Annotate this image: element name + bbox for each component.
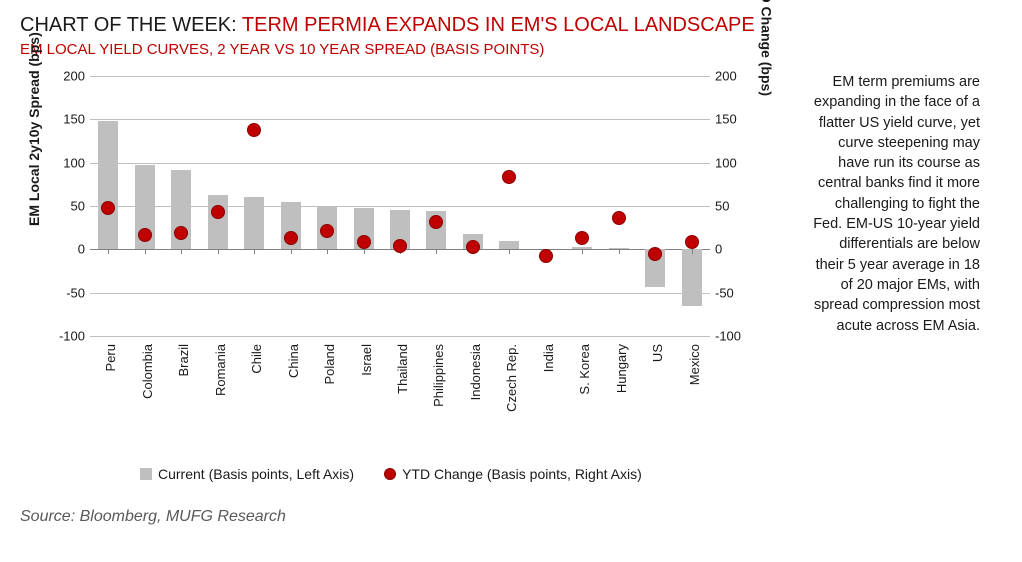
x-tickmark	[218, 249, 219, 254]
ytick-left: 0	[45, 242, 85, 257]
legend-bar-label: Current (Basis points, Left Axis)	[158, 466, 354, 482]
gridline	[90, 119, 710, 120]
ytick-left: -100	[45, 329, 85, 344]
ytick-left: 100	[45, 155, 85, 170]
scatter-dot	[466, 240, 480, 254]
sidebar-commentary: EM term premiums are expanding in the fa…	[780, 66, 980, 506]
scatter-dot	[320, 224, 334, 238]
legend-box-icon	[140, 468, 152, 480]
scatter-dot	[357, 235, 371, 249]
source-line: Source: Bloomberg, MUFG Research	[20, 508, 1002, 526]
bar	[208, 195, 228, 250]
title-prefix: CHART OF THE WEEK:	[20, 14, 242, 36]
x-axis-label: Israel	[359, 344, 374, 376]
legend-item-ytd: YTD Change (Basis points, Right Axis)	[384, 466, 642, 482]
scatter-dot	[502, 170, 516, 184]
x-axis-label: Indonesia	[468, 344, 483, 400]
x-axis-label: Chile	[249, 344, 264, 374]
scatter-dot	[393, 239, 407, 253]
scatter-dot	[174, 226, 188, 240]
x-axis-label: US	[650, 344, 665, 362]
ytick-right: 100	[715, 155, 755, 170]
bar	[98, 121, 118, 249]
title-main: TERM PERMIA EXPANDS IN EM'S LOCAL LANDSC…	[242, 14, 755, 36]
legend-dot-icon	[384, 468, 396, 480]
y-axis-right-label: YTD Change (bps)	[758, 0, 774, 96]
x-axis-label: S. Korea	[577, 344, 592, 395]
ytick-right: 0	[715, 242, 755, 257]
x-tickmark	[145, 249, 146, 254]
x-axis-label: Brazil	[176, 344, 191, 377]
x-axis-label: Poland	[322, 344, 337, 384]
chart-subtitle: EM LOCAL YIELD CURVES, 2 YEAR VS 10 YEAR…	[20, 41, 1002, 58]
ytick-right: 150	[715, 112, 755, 127]
chart-title: CHART OF THE WEEK: TERM PERMIA EXPANDS I…	[20, 14, 1002, 37]
ytick-left: -50	[45, 285, 85, 300]
main-row: EM Local 2y10y Spread (bps) YTD Change (…	[20, 66, 1002, 506]
x-axis-label: Hungary	[614, 344, 629, 393]
x-axis-label: Peru	[103, 344, 118, 371]
x-axis-label: India	[541, 344, 556, 372]
gridline	[90, 293, 710, 294]
x-tickmark	[436, 249, 437, 254]
bar	[244, 197, 264, 249]
x-tickmark	[364, 249, 365, 254]
y-axis-left-label: EM Local 2y10y Spread (bps)	[26, 32, 42, 226]
x-tickmark	[181, 249, 182, 254]
x-tickmark	[692, 249, 693, 254]
x-axis-label: Czech Rep.	[504, 344, 519, 412]
ytick-left: 50	[45, 199, 85, 214]
scatter-dot	[612, 211, 626, 225]
scatter-dot	[138, 228, 152, 242]
ytick-right: 50	[715, 199, 755, 214]
chart-legend: Current (Basis points, Left Axis) YTD Ch…	[140, 466, 642, 482]
ytick-left: 200	[45, 69, 85, 84]
x-tickmark	[327, 249, 328, 254]
x-tickmark	[291, 249, 292, 254]
ytick-left: 150	[45, 112, 85, 127]
ytick-right: -50	[715, 285, 755, 300]
scatter-dot	[575, 231, 589, 245]
x-tickmark	[619, 249, 620, 254]
x-tickmark	[582, 249, 583, 254]
chart-area: EM Local 2y10y Spread (bps) YTD Change (…	[20, 66, 780, 506]
ytick-right: -100	[715, 329, 755, 344]
x-axis-label: Romania	[213, 344, 228, 396]
x-axis-label: Mexico	[687, 344, 702, 385]
gridline	[90, 76, 710, 77]
legend-item-current: Current (Basis points, Left Axis)	[140, 466, 354, 482]
bar	[682, 249, 702, 305]
scatter-dot	[429, 215, 443, 229]
x-axis-label: Thailand	[395, 344, 410, 394]
x-tickmark	[108, 249, 109, 254]
x-tickmark	[509, 249, 510, 254]
gridline	[90, 163, 710, 164]
x-tickmark	[254, 249, 255, 254]
scatter-dot	[247, 123, 261, 137]
legend-dot-label: YTD Change (Basis points, Right Axis)	[402, 466, 642, 482]
x-axis-label: Colombia	[140, 344, 155, 399]
scatter-dot	[539, 249, 553, 263]
scatter-dot	[211, 205, 225, 219]
x-axis-label: Philippines	[431, 344, 446, 407]
scatter-dot	[101, 201, 115, 215]
gridline	[90, 336, 710, 337]
bar	[499, 241, 519, 250]
x-axis-label: China	[286, 344, 301, 378]
scatter-dot	[284, 231, 298, 245]
scatter-dot	[648, 247, 662, 261]
ytick-right: 200	[715, 69, 755, 84]
chart-plot: -100-100-50-50005050100100150150200200Pe…	[90, 76, 710, 336]
scatter-dot	[685, 235, 699, 249]
